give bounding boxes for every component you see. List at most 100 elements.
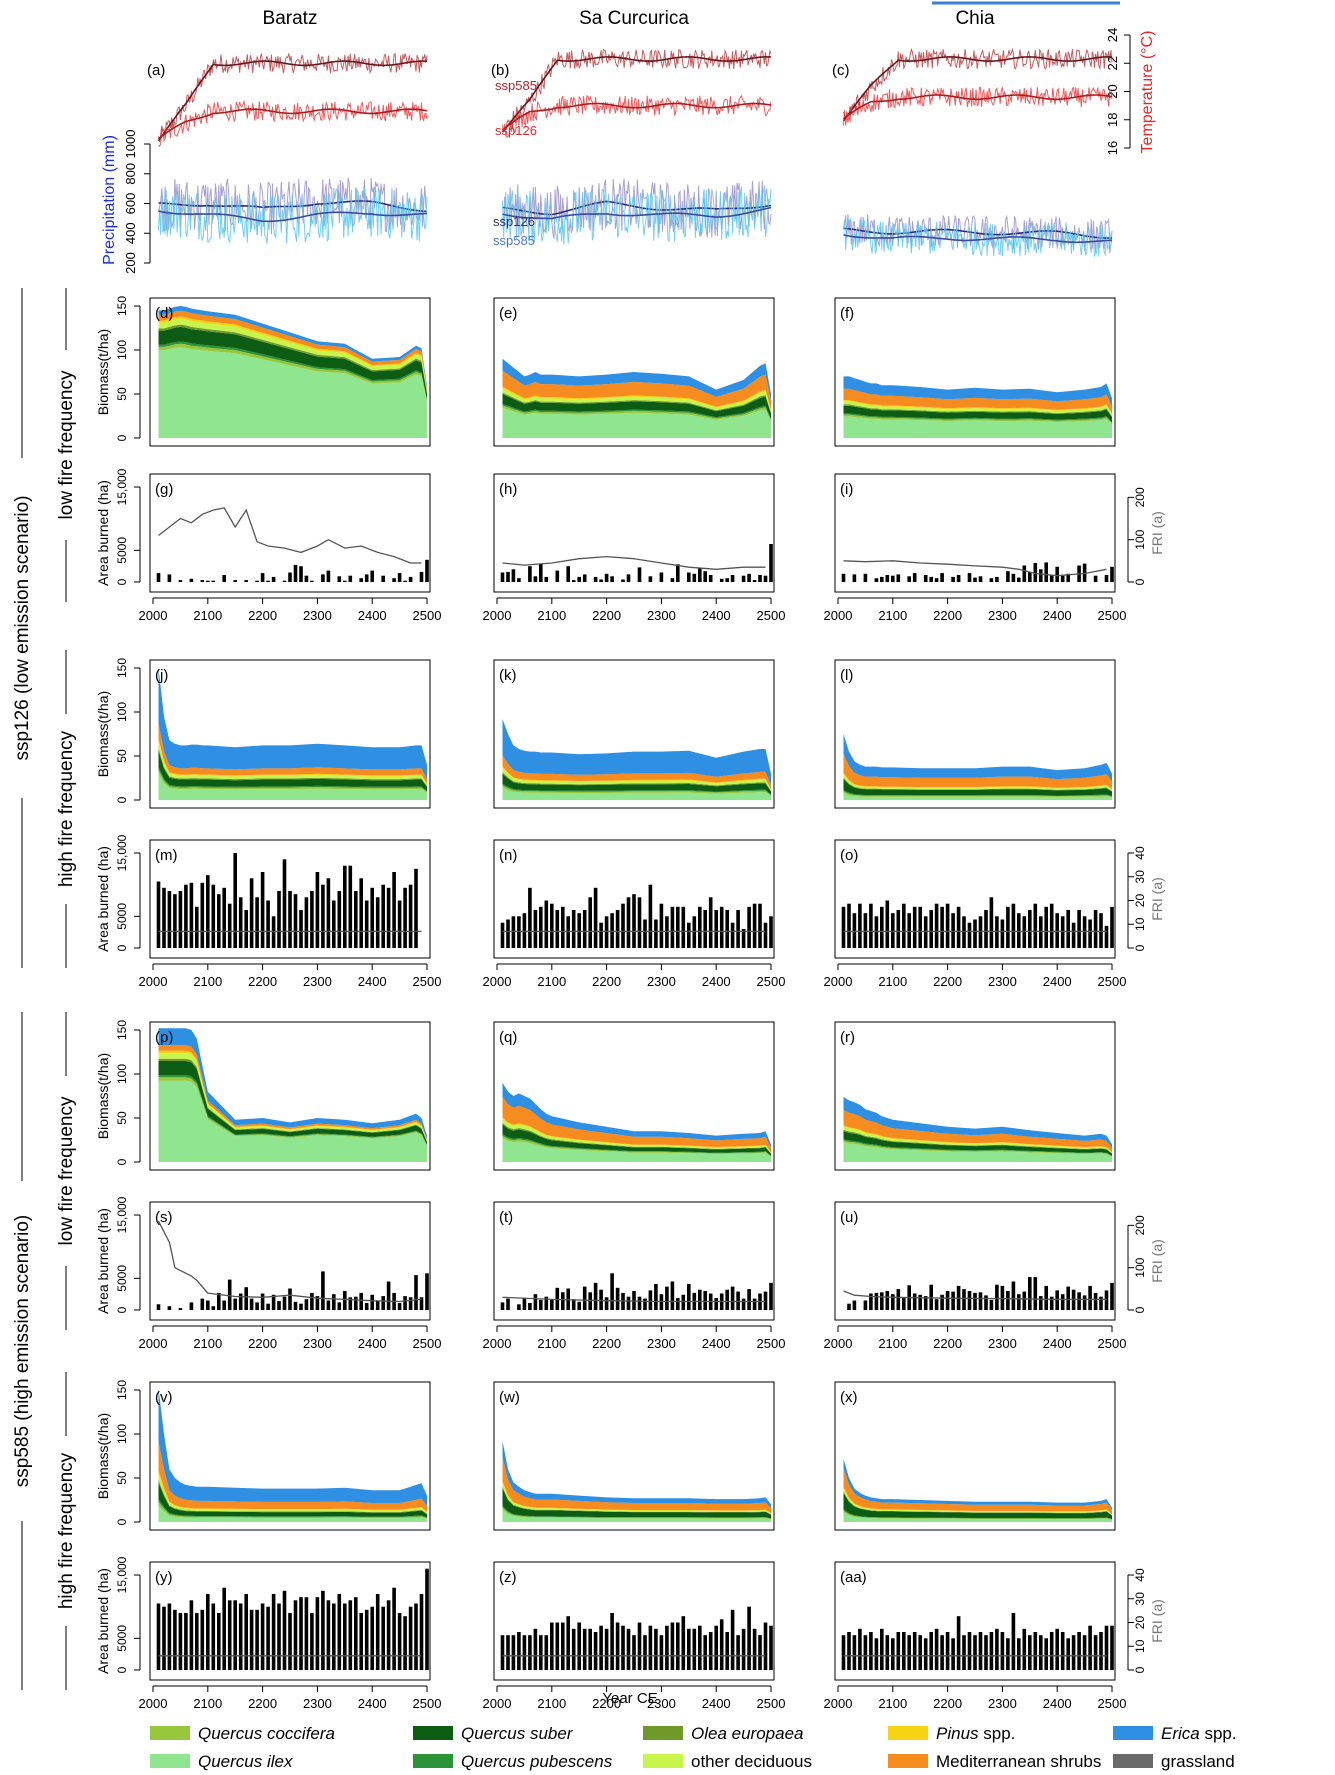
area-burned-bar [539,563,543,582]
area-burned-bar [769,544,773,582]
area-burned-bar [381,1296,385,1310]
area-burned-bar [995,1628,999,1670]
area-burned-bar [896,574,901,582]
area-burned-bar [863,573,868,582]
area-burned-bar [1006,1638,1010,1670]
precip-smooth-line-ssp585 [843,234,1113,244]
x-tick-label: 2400 [358,1336,387,1351]
area-burned-bar [951,913,955,948]
legend-label: other deciduous [691,1752,812,1771]
climate-panel-letter-2: (c) [832,62,850,79]
biomass-area-pinus-spp- [158,1470,427,1513]
area-burned-bar [249,1609,254,1670]
area-burned-bar [577,913,581,948]
area-burned-bar [299,910,303,948]
area-burned-bar [708,897,713,948]
biomass-area-erica-spp- [843,734,1112,782]
area-burned-bar [973,919,977,948]
area-burned-bar [167,1306,172,1310]
area-panel-letter: (y) [155,1569,173,1586]
area-burned-bar [370,1294,374,1310]
area-burned-bar [282,859,287,948]
area-burned-bar [271,576,276,582]
x-tick-label: 2100 [878,1336,907,1351]
biomass-panel-letter: (j) [155,667,168,684]
area-burned-bar [665,1625,669,1670]
x-tick-label: 2500 [757,1336,786,1351]
area-burned-bar [763,575,768,582]
biomass-area-quercus-pubescens [843,1139,1112,1157]
legend-swatch [643,1754,683,1768]
temp-smooth-line-ssp585 [842,56,1113,122]
biomass-area-quercus-pubescens [502,403,771,420]
x-tick-label: 2000 [139,1336,168,1351]
biomass-area-olea-europaea [158,747,427,787]
biomass-panel-letter: (k) [499,667,517,684]
area-burned-bar [500,922,505,948]
area-burned-bar [244,580,248,582]
biomass-area-erica-spp- [502,1441,771,1508]
area-burned-bar [582,574,587,582]
legend-swatch [888,1726,928,1740]
biomass-area-quercus-suber [502,1488,771,1519]
precip-raw-line-ssp126 [843,214,1113,254]
area-burned-bar [414,1603,418,1670]
area-burned-bar [408,884,413,948]
precip-axis-label: Precipitation (mm) [101,135,118,265]
area-burned-bar [582,1286,587,1310]
biomass-area-other-deciduous [843,774,1112,791]
area-burned-bar [621,1625,625,1670]
temp-smooth-line-ssp126 [158,108,428,140]
area-burned-bar [692,1628,697,1670]
legend-label: Quercus pubescens [461,1752,613,1771]
area-burned-bar [321,884,325,948]
area-burned-bar [1082,1295,1087,1310]
area-burned-bar [896,1289,901,1310]
area-burned-bar [244,1594,248,1670]
area-burned-bar [995,576,999,582]
area-axis-label: Area burned (ha) [95,1208,111,1314]
area-burned-bar [1028,571,1032,582]
area-burned-bar [260,872,265,948]
biomass-panel-letter: (x) [840,1389,858,1406]
area-burned-bar [348,575,353,582]
area-burned-bar [178,1308,183,1310]
area-burned-bar [708,575,713,582]
area-burned-bar [643,919,647,948]
legend-swatch [150,1754,190,1768]
fri-tick-label: 100 [1133,1257,1147,1277]
x-tick-label: 2200 [248,608,277,623]
biomass-area-quercus-coccifera [502,1135,771,1157]
area-burned-bar [902,1632,906,1670]
area-burned-bar [995,1284,999,1310]
area-burned-bar [730,922,735,948]
temperature-tick-label: 20 [1105,84,1120,98]
temperature-tick-label: 16 [1105,141,1120,155]
biomass-area-quercus-pubescens [158,1499,427,1518]
area-burned-bar [659,903,664,948]
area-burned-bar [370,1606,374,1670]
biomass-area-other-deciduous [502,1118,771,1154]
area-burned-bar [282,1296,287,1310]
area-burned-bar [381,884,385,948]
area-panel-letter: (u) [840,1209,858,1226]
area-burned-bar [288,572,292,582]
area-burned-bar [719,1619,724,1670]
area-panel-letter: (m) [155,847,178,864]
fri-line [502,1296,766,1303]
biomass-area-erica-spp- [158,1028,427,1139]
biomass-area-mediterranean-shrubs [843,753,1112,790]
biomass-area-quercus-suber [158,326,427,400]
area-burned-bar [299,1597,303,1670]
area-burned-bar [763,1622,768,1670]
x-tick-label: 2100 [878,608,907,623]
area-burned-bar [343,1291,347,1310]
x-axis-title: Year CE [602,1690,657,1707]
area-burned-bar [522,913,527,948]
area-burned-bar [907,576,911,582]
frequency-label: high fire frequency [56,730,77,887]
area-burned-bar [555,570,560,582]
area-burned-bar [550,1299,554,1310]
area-burned-bar [321,1271,325,1310]
biomass-area-quercus-pubescens [502,1505,771,1519]
